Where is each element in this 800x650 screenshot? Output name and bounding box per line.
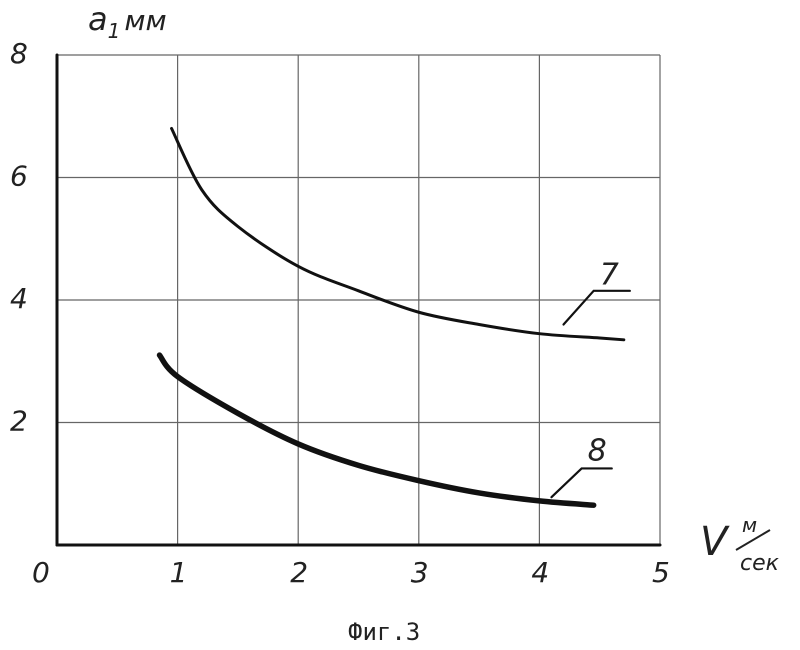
series-labels: 78	[551, 258, 629, 498]
x-tick-label-5: 5	[652, 556, 670, 589]
x-tick-label-3: 3	[411, 556, 429, 589]
series-label-7: 7	[600, 258, 619, 293]
series-leader-8	[551, 468, 611, 497]
x-tick-label-1: 1	[170, 556, 188, 589]
x-tick-label-4: 4	[531, 556, 549, 589]
y-tick-label-4: 4	[10, 282, 28, 315]
series-curve-7	[172, 129, 624, 340]
series-label-8: 8	[588, 433, 607, 468]
series-curve-8	[160, 355, 594, 505]
x-tick-label-0: 0	[32, 556, 50, 589]
y-axis-label-sub: 1	[108, 19, 121, 43]
y-tick-label-6: 6	[10, 160, 28, 193]
x-tick-label-2: 2	[290, 556, 308, 589]
y-axis-label-main: a	[88, 0, 108, 38]
x-axis-label-main: V	[700, 519, 730, 565]
series	[160, 129, 624, 506]
x-axis-unit-denominator: сек	[740, 551, 780, 576]
y-axis-label-unit: мм	[124, 4, 166, 37]
y-tick-label-2: 2	[10, 405, 28, 438]
grid	[57, 55, 660, 545]
figure-caption: Фиг.3	[348, 618, 420, 646]
x-axis-unit-numerator: м	[742, 513, 757, 537]
y-axis-label: a1мм	[88, 0, 167, 43]
series-leader-7	[564, 291, 630, 325]
y-tick-label-8: 8	[10, 37, 28, 70]
